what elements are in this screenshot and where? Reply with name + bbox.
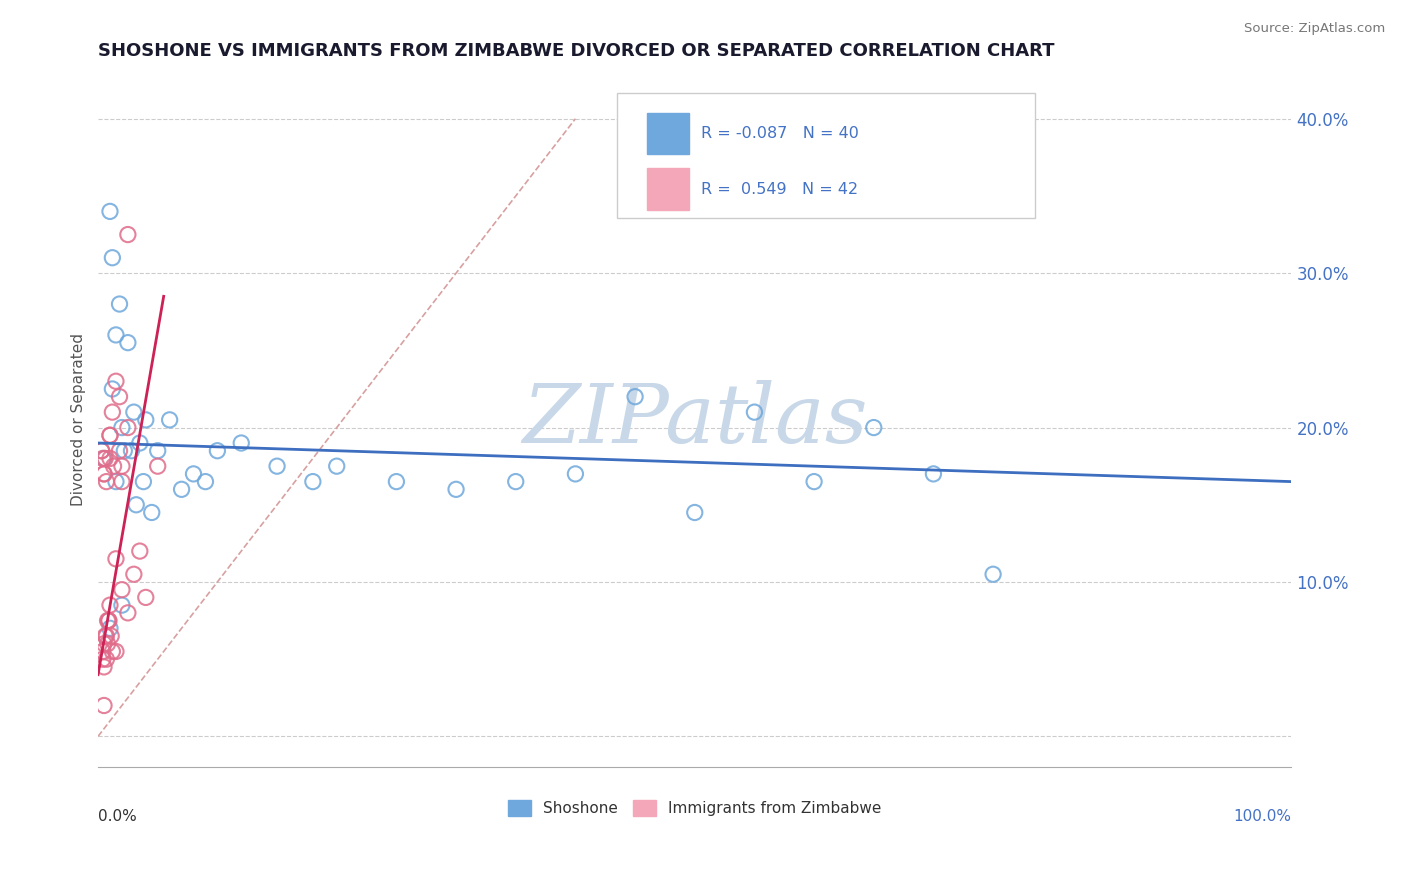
Point (111, 582, 134, 597)
Y-axis label: Divorced or Separated: Divorced or Separated (72, 334, 86, 507)
Point (444, 483, 467, 497)
Point (96, 629, 118, 643)
Text: 0.0%: 0.0% (98, 809, 136, 824)
Point (922, 467, 945, 481)
Point (117, 606, 139, 620)
Point (117, 335, 139, 350)
Point (98, 451, 121, 466)
Point (91, 652, 114, 666)
Point (104, 475, 127, 489)
FancyBboxPatch shape (647, 112, 689, 154)
Point (96, 475, 118, 489)
Point (101, 405, 124, 419)
Point (93, 467, 115, 481)
Point (744, 405, 766, 419)
Point (101, 382, 124, 396)
Point (111, 420, 134, 434)
Point (104, 551, 127, 566)
Point (104, 374, 127, 388)
Point (108, 390, 131, 404)
Text: 100.0%: 100.0% (1233, 809, 1292, 824)
Point (104, 644, 127, 658)
Point (505, 475, 527, 489)
Point (96, 652, 118, 666)
Point (97, 614, 120, 628)
Point (103, 459, 125, 474)
Point (101, 251, 124, 265)
Point (98, 428, 121, 442)
Point (128, 436, 150, 450)
Point (128, 544, 150, 558)
Point (683, 506, 706, 520)
Point (302, 475, 325, 489)
Point (266, 459, 288, 474)
Point (122, 405, 145, 419)
Point (90, 443, 112, 458)
Point (117, 227, 139, 242)
Point (117, 420, 139, 434)
Point (207, 443, 229, 458)
FancyBboxPatch shape (617, 94, 1035, 219)
Text: R =  0.549   N = 42: R = 0.549 N = 42 (700, 182, 858, 196)
Point (121, 443, 143, 458)
Point (97, 614, 120, 628)
Point (325, 459, 347, 474)
Text: ZIPatlas: ZIPatlas (522, 380, 868, 460)
Point (104, 327, 127, 342)
Point (98, 621, 121, 635)
Point (862, 420, 884, 434)
Point (803, 475, 825, 489)
Point (146, 443, 169, 458)
Point (135, 413, 157, 427)
Point (94, 629, 117, 643)
Point (98, 204, 121, 219)
Point (108, 443, 131, 458)
Point (194, 475, 217, 489)
Point (122, 567, 145, 582)
Point (111, 475, 134, 489)
Point (100, 629, 122, 643)
Point (98, 428, 121, 442)
Text: Source: ZipAtlas.com: Source: ZipAtlas.com (1244, 22, 1385, 36)
Point (94, 451, 117, 466)
Point (981, 567, 1004, 582)
Point (98, 598, 121, 612)
Point (108, 297, 131, 311)
Point (112, 443, 135, 458)
Point (93, 698, 115, 713)
Point (132, 475, 155, 489)
Point (159, 413, 181, 427)
Point (90, 443, 112, 458)
Point (111, 598, 134, 612)
Point (97, 637, 120, 651)
Point (170, 483, 193, 497)
Point (385, 475, 408, 489)
Point (624, 390, 647, 404)
Point (91, 644, 114, 658)
Point (91, 451, 114, 466)
Point (135, 591, 157, 605)
Point (564, 467, 586, 481)
Point (125, 498, 148, 512)
Point (183, 467, 205, 481)
Point (93, 467, 115, 481)
FancyBboxPatch shape (647, 169, 689, 210)
Point (101, 644, 124, 658)
Point (93, 660, 115, 674)
Legend: Shoshone, Immigrants from Zimbabwe: Shoshone, Immigrants from Zimbabwe (502, 794, 887, 822)
Point (93, 637, 115, 651)
Point (93, 451, 115, 466)
Point (97, 614, 120, 628)
Text: R = -0.087   N = 40: R = -0.087 N = 40 (700, 126, 859, 141)
Point (231, 436, 253, 450)
Point (111, 459, 134, 474)
Point (146, 459, 169, 474)
Point (141, 506, 163, 520)
Text: SHOSHONE VS IMMIGRANTS FROM ZIMBABWE DIVORCED OR SEPARATED CORRELATION CHART: SHOSHONE VS IMMIGRANTS FROM ZIMBABWE DIV… (98, 42, 1054, 60)
